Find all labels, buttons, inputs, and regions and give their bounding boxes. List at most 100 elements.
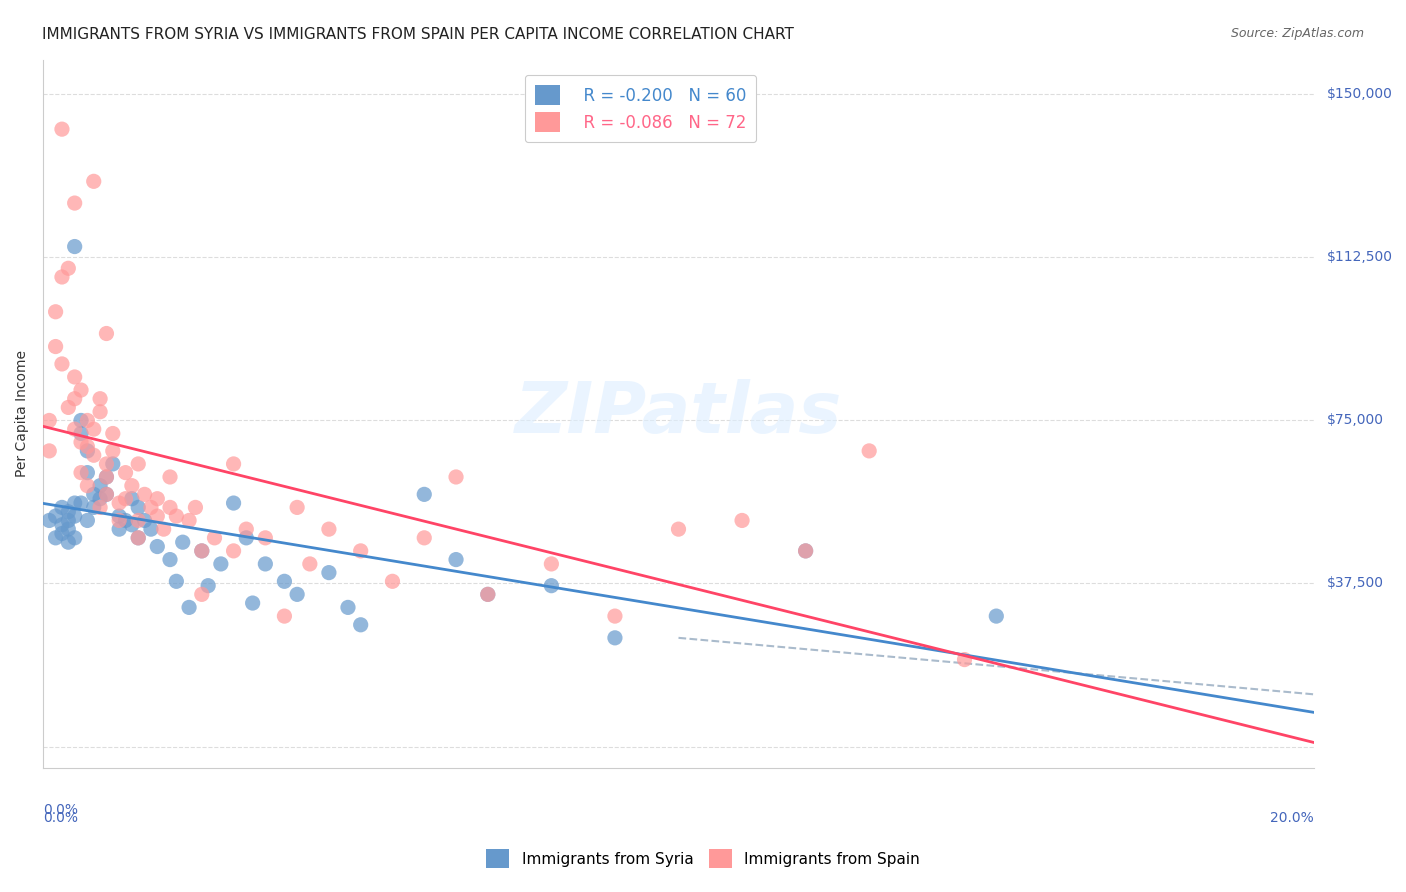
Point <box>96 487 118 501</box>
Point <box>444 552 467 566</box>
Point <box>350 544 373 558</box>
Point <box>108 509 131 524</box>
Point <box>96 470 118 484</box>
Point <box>76 478 98 492</box>
Point <box>794 544 817 558</box>
Text: $150,000: $150,000 <box>1327 87 1393 102</box>
Point <box>285 500 308 515</box>
Point <box>177 600 200 615</box>
Point <box>298 557 321 571</box>
Point <box>318 566 340 580</box>
Point <box>413 531 436 545</box>
Point <box>108 513 131 527</box>
Point <box>254 557 277 571</box>
Point <box>58 513 80 527</box>
Point <box>477 587 499 601</box>
Point <box>540 579 562 593</box>
Text: $75,000: $75,000 <box>1327 414 1384 427</box>
Point <box>444 470 467 484</box>
Point <box>58 261 80 276</box>
Point <box>159 470 181 484</box>
Point <box>63 496 86 510</box>
Point <box>254 531 277 545</box>
Point <box>51 270 73 285</box>
Point <box>51 357 73 371</box>
Point <box>413 487 436 501</box>
Point <box>184 500 207 515</box>
Point <box>222 457 245 471</box>
Point <box>45 531 67 545</box>
Point <box>127 513 149 527</box>
Point <box>794 544 817 558</box>
Point <box>63 239 86 253</box>
Point <box>242 596 264 610</box>
Point <box>121 491 143 506</box>
Point <box>89 405 111 419</box>
Point <box>63 196 86 211</box>
Point <box>76 443 98 458</box>
Point <box>235 531 257 545</box>
Point <box>139 500 162 515</box>
Point <box>89 500 111 515</box>
Point <box>96 470 118 484</box>
Point <box>58 535 80 549</box>
Point <box>51 517 73 532</box>
Point <box>83 174 105 188</box>
Point <box>101 443 124 458</box>
Point <box>76 413 98 427</box>
Text: 0.0%: 0.0% <box>44 811 77 825</box>
Point <box>858 443 880 458</box>
Point <box>114 513 136 527</box>
Point <box>38 413 60 427</box>
Point <box>668 522 690 536</box>
Point <box>127 531 149 545</box>
Text: Source: ZipAtlas.com: Source: ZipAtlas.com <box>1230 27 1364 40</box>
Point <box>70 413 93 427</box>
Point <box>204 531 226 545</box>
Point <box>101 457 124 471</box>
Point <box>70 383 93 397</box>
Legend:   R = -0.200   N = 60,   R = -0.086   N = 72: R = -0.200 N = 60, R = -0.086 N = 72 <box>524 75 756 143</box>
Point <box>51 122 73 136</box>
Y-axis label: Per Capita Income: Per Capita Income <box>15 351 30 477</box>
Legend: Immigrants from Syria, Immigrants from Spain: Immigrants from Syria, Immigrants from S… <box>479 841 927 875</box>
Point <box>96 326 118 341</box>
Point <box>191 587 214 601</box>
Point <box>70 496 93 510</box>
Point <box>83 500 105 515</box>
Point <box>134 513 156 527</box>
Point <box>83 487 105 501</box>
Point <box>51 526 73 541</box>
Point <box>121 478 143 492</box>
Point <box>45 509 67 524</box>
Point <box>96 457 118 471</box>
Point <box>121 517 143 532</box>
Point <box>51 500 73 515</box>
Point <box>172 535 194 549</box>
Point <box>381 574 404 589</box>
Point <box>197 579 219 593</box>
Point <box>96 487 118 501</box>
Point <box>146 540 169 554</box>
Point <box>146 509 169 524</box>
Point <box>83 422 105 436</box>
Point <box>76 466 98 480</box>
Point <box>318 522 340 536</box>
Point <box>101 426 124 441</box>
Point <box>108 496 131 510</box>
Point <box>477 587 499 601</box>
Point <box>165 509 187 524</box>
Point <box>191 544 214 558</box>
Point <box>63 422 86 436</box>
Point <box>191 544 214 558</box>
Point <box>127 500 149 515</box>
Point <box>152 522 174 536</box>
Point <box>70 466 93 480</box>
Point <box>58 401 80 415</box>
Point <box>953 652 976 666</box>
Point <box>235 522 257 536</box>
Point <box>70 426 93 441</box>
Text: $112,500: $112,500 <box>1327 251 1393 264</box>
Text: 20.0%: 20.0% <box>1271 811 1315 825</box>
Point <box>134 487 156 501</box>
